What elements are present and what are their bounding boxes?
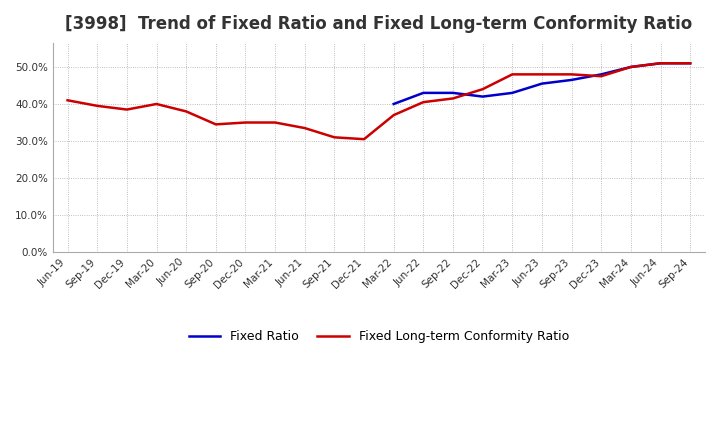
Fixed Long-term Conformity Ratio (686, 61, 695, 66)
Fixed Long-term Conformity Ratio (597, 73, 606, 79)
Fixed Ratio (419, 90, 428, 95)
Fixed Ratio (686, 61, 695, 66)
Fixed Ratio (656, 61, 665, 66)
Fixed Long-term Conformity Ratio (182, 109, 191, 114)
Fixed Long-term Conformity Ratio (241, 120, 250, 125)
Fixed Long-term Conformity Ratio (567, 72, 576, 77)
Fixed Long-term Conformity Ratio (508, 72, 517, 77)
Fixed Ratio (538, 81, 546, 86)
Fixed Long-term Conformity Ratio (656, 61, 665, 66)
Fixed Ratio (567, 77, 576, 83)
Fixed Long-term Conformity Ratio (449, 96, 457, 101)
Fixed Ratio (597, 72, 606, 77)
Fixed Long-term Conformity Ratio (271, 120, 279, 125)
Fixed Long-term Conformity Ratio (300, 125, 309, 131)
Fixed Long-term Conformity Ratio (63, 98, 72, 103)
Fixed Long-term Conformity Ratio (478, 87, 487, 92)
Fixed Ratio (390, 101, 398, 106)
Fixed Long-term Conformity Ratio (538, 72, 546, 77)
Line: Fixed Ratio: Fixed Ratio (394, 63, 690, 104)
Title: [3998]  Trend of Fixed Ratio and Fixed Long-term Conformity Ratio: [3998] Trend of Fixed Ratio and Fixed Lo… (66, 15, 693, 33)
Fixed Long-term Conformity Ratio (212, 122, 220, 127)
Fixed Long-term Conformity Ratio (419, 99, 428, 105)
Fixed Long-term Conformity Ratio (626, 64, 635, 70)
Fixed Long-term Conformity Ratio (390, 113, 398, 118)
Fixed Ratio (626, 64, 635, 70)
Legend: Fixed Ratio, Fixed Long-term Conformity Ratio: Fixed Ratio, Fixed Long-term Conformity … (184, 325, 574, 348)
Fixed Long-term Conformity Ratio (330, 135, 338, 140)
Fixed Ratio (508, 90, 517, 95)
Fixed Long-term Conformity Ratio (152, 101, 161, 106)
Line: Fixed Long-term Conformity Ratio: Fixed Long-term Conformity Ratio (68, 63, 690, 139)
Fixed Long-term Conformity Ratio (93, 103, 102, 109)
Fixed Ratio (478, 94, 487, 99)
Fixed Long-term Conformity Ratio (122, 107, 131, 112)
Fixed Ratio (449, 90, 457, 95)
Fixed Long-term Conformity Ratio (360, 136, 369, 142)
